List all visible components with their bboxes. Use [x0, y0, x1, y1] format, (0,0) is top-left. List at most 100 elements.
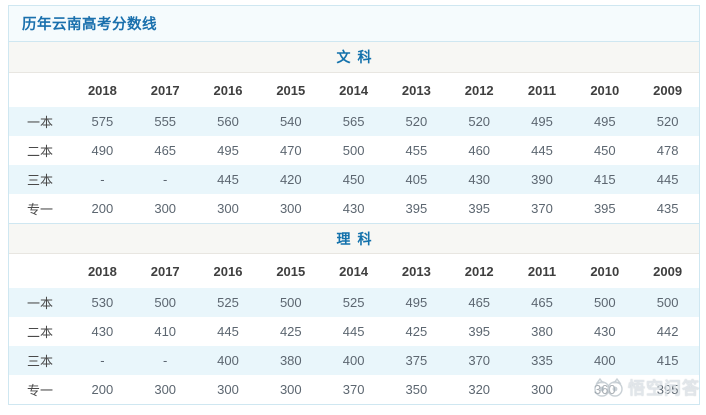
value-cell: 495: [531, 114, 553, 129]
value-cell: 300: [154, 382, 177, 397]
value-cell: -: [163, 353, 168, 368]
value-cell: 395: [468, 324, 491, 339]
table-row: 三本 - - 400 380 400 375 370 335 400 415: [9, 346, 699, 375]
value-cell: 415: [593, 172, 616, 187]
year-cell: 2017: [150, 82, 180, 98]
value-cell: 500: [593, 295, 616, 310]
value-cell: 410: [154, 324, 177, 339]
value-cell: 430: [468, 172, 491, 187]
value-cell: 395: [593, 201, 616, 216]
row-label-cell: 一本: [26, 115, 53, 130]
value-cell: 400: [593, 353, 616, 368]
row-label-cell: 一本: [26, 296, 53, 311]
year-cell: 2013: [401, 263, 431, 279]
value-cell: 445: [342, 324, 365, 339]
value-cell: 478: [656, 143, 679, 158]
section-header-liberal-arts: 文科: [9, 42, 699, 73]
value-cell: 420: [279, 172, 302, 187]
value-cell: 300: [279, 382, 302, 397]
value-cell: 555: [154, 114, 177, 129]
value-cell: 395: [468, 201, 491, 216]
score-tables: 文科 2018 2017 2016 2015 2014 2013 2012 2011 2010 20…: [9, 42, 699, 404]
value-cell: 450: [593, 143, 616, 158]
value-cell: 500: [342, 143, 365, 158]
value-cell: 525: [217, 295, 239, 310]
value-cell: 400: [342, 353, 365, 368]
value-cell: 380: [531, 324, 553, 339]
value-cell: 530: [91, 295, 114, 310]
value-cell: 465: [531, 295, 553, 310]
value-cell: 565: [342, 114, 365, 129]
value-cell: -: [100, 353, 105, 368]
value-cell: 395: [405, 201, 428, 216]
value-cell: 390: [531, 172, 553, 187]
value-cell: 445: [531, 143, 553, 158]
row-label-cell: 专一: [26, 383, 53, 398]
value-cell: 375: [405, 353, 428, 368]
table-row: 专一 200 300 300 300 430 395 395 370 395 435: [9, 194, 699, 223]
value-cell: 200: [91, 382, 114, 397]
year-cell: 2011: [527, 82, 557, 98]
table-row: 二本 430 410 445 425 445 425 395 380 430 442: [9, 317, 699, 346]
value-cell: 525: [342, 295, 365, 310]
year-cell: 2014: [339, 82, 369, 98]
year-cell: 2015: [276, 82, 306, 98]
value-cell: 500: [154, 295, 177, 310]
value-cell: 495: [593, 114, 616, 129]
value-cell: 380: [279, 353, 302, 368]
value-cell: 425: [405, 324, 428, 339]
value-cell: 520: [656, 114, 679, 129]
value-cell: 445: [656, 172, 679, 187]
value-cell: 460: [468, 143, 491, 158]
value-cell: 470: [279, 143, 302, 158]
section-label: 文科: [336, 49, 379, 65]
value-cell: 445: [217, 324, 239, 339]
value-cell: 395: [656, 382, 679, 397]
value-cell: 495: [405, 295, 428, 310]
value-cell: 560: [217, 114, 239, 129]
value-cell: 320: [468, 382, 491, 397]
value-cell: 300: [279, 201, 302, 216]
value-cell: 442: [656, 324, 679, 339]
value-cell: 405: [405, 172, 428, 187]
year-cell: 2009: [653, 263, 683, 279]
value-cell: 415: [656, 353, 679, 368]
year-header-row: 2018 2017 2016 2015 2014 2013 2012 2011 2010 2009: [9, 73, 699, 107]
value-cell: 450: [342, 172, 365, 187]
section-header-science: 理科: [9, 223, 699, 254]
value-cell: 300: [531, 382, 553, 397]
table-row: 一本 530 500 525 500 525 495 465 465 500 500: [9, 288, 699, 317]
value-cell: 370: [531, 201, 553, 216]
table-row: 二本 490 465 495 470 500 455 460 445 450 478: [9, 136, 699, 165]
value-cell: 540: [279, 114, 302, 129]
value-cell: 370: [342, 382, 365, 397]
year-cell: 2010: [590, 82, 620, 98]
table-row: 三本 - - 445 420 450 405 430 390 415 445: [9, 165, 699, 194]
row-label-cell: 专一: [26, 202, 53, 217]
year-cell: 2017: [150, 263, 180, 279]
year-cell: 2018: [87, 263, 117, 279]
value-cell: 465: [154, 143, 177, 158]
value-cell: 335: [531, 353, 553, 368]
row-label-cell: 三本: [26, 173, 53, 188]
section-label: 理科: [336, 230, 379, 247]
value-cell: 360: [593, 382, 616, 397]
value-cell: 520: [468, 114, 491, 129]
value-cell: 445: [217, 172, 239, 187]
score-lines-panel: 历年云南高考分数线 文科 2018 2017 2016 2015 2014 2013 2012…: [8, 5, 700, 405]
year-cell: 2009: [653, 82, 683, 98]
value-cell: 490: [91, 143, 114, 158]
page-title: 历年云南高考分数线: [22, 17, 157, 33]
row-label-cell: 二本: [26, 144, 53, 159]
value-cell: 430: [593, 324, 616, 339]
year-cell: 2016: [213, 263, 243, 279]
value-cell: 455: [405, 143, 428, 158]
value-cell: 500: [656, 295, 679, 310]
value-cell: 430: [342, 201, 365, 216]
value-cell: 370: [468, 353, 491, 368]
year-cell: 2010: [590, 263, 620, 279]
table-row: 一本 575 555 560 540 565 520 520 495 495 520: [9, 107, 699, 136]
value-cell: 300: [154, 201, 177, 216]
value-cell: 430: [91, 324, 114, 339]
year-cell: 2012: [464, 82, 494, 98]
